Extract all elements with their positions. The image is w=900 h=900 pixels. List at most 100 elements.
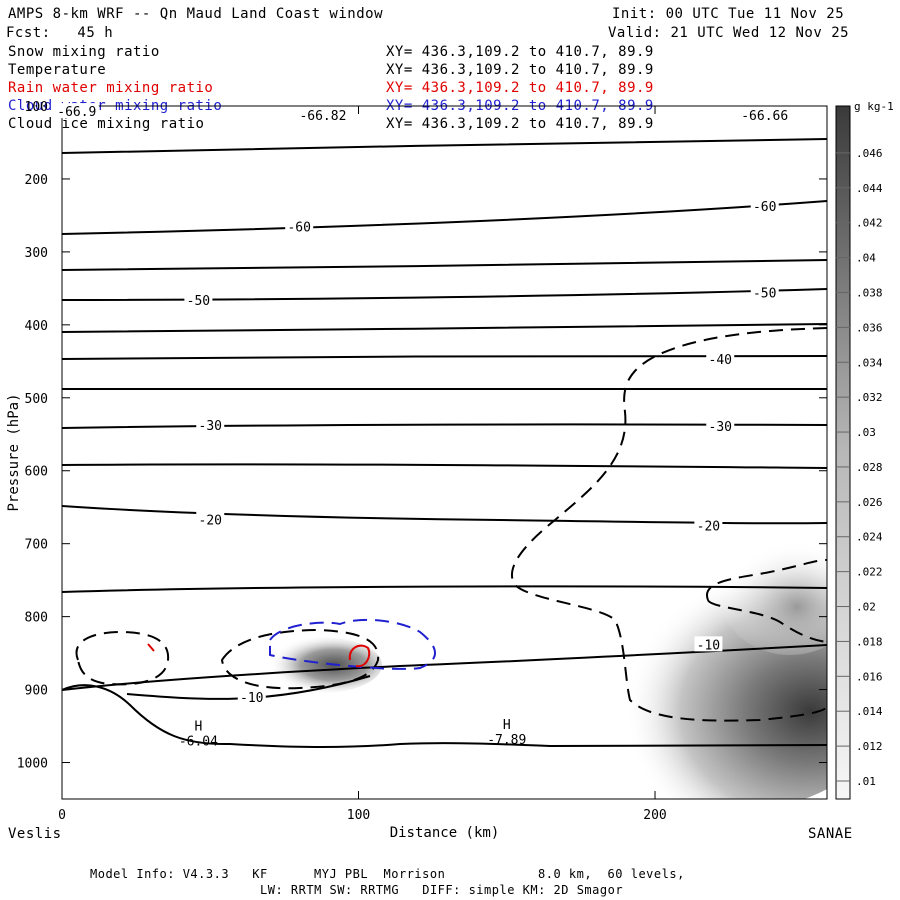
contour-label: -60 bbox=[753, 200, 776, 215]
colorbar-tick-label: .038 bbox=[856, 286, 883, 299]
contour-label-bg bbox=[196, 416, 225, 432]
colorbar-tick-label: .02 bbox=[856, 601, 876, 614]
contour-label: -10 bbox=[697, 638, 720, 653]
legend-field-name: Cloud ice mixing ratio bbox=[8, 116, 205, 132]
y-tick-label: 100 bbox=[25, 100, 48, 115]
contour-label: -40 bbox=[709, 353, 732, 368]
colorbar-tick-label: .026 bbox=[856, 496, 883, 509]
contour-label: -20 bbox=[697, 519, 720, 534]
colorbar-tick-label: .022 bbox=[856, 566, 883, 579]
colorbar-tick-label: .01 bbox=[856, 775, 876, 788]
colorbar-tick-label: .016 bbox=[856, 670, 883, 683]
y-tick-label: 300 bbox=[25, 246, 48, 261]
isotherm bbox=[62, 288, 827, 301]
high-marker: H bbox=[194, 720, 202, 735]
contour-label: -10 bbox=[240, 691, 263, 706]
legend-field-name: Snow mixing ratio bbox=[8, 44, 160, 60]
high-value: -7.89 bbox=[487, 733, 526, 748]
contour-label: -66.82 bbox=[299, 109, 346, 124]
isotherm bbox=[62, 585, 827, 593]
contour-label: -50 bbox=[753, 287, 776, 302]
y-tick-label: 900 bbox=[25, 684, 48, 699]
isotherm bbox=[62, 505, 827, 525]
contour-label: -66.66 bbox=[741, 109, 788, 124]
legend-field-coords: XY= 436.3,109.2 to 410.7, 89.9 bbox=[386, 116, 654, 132]
colorbar-tick-label: .018 bbox=[856, 635, 883, 648]
contour-label-bg bbox=[285, 218, 314, 234]
cloud-water-contour bbox=[269, 618, 436, 670]
contour-label-bg bbox=[184, 292, 213, 308]
legend-field-name: Temperature bbox=[8, 62, 107, 78]
contour-label: -50 bbox=[187, 294, 210, 309]
y-axis-label: Pressure (hPa) bbox=[6, 393, 22, 511]
colorbar-tick-label: .036 bbox=[856, 321, 883, 334]
colorbar-tick-label: .028 bbox=[856, 461, 883, 474]
isotherm bbox=[62, 323, 827, 333]
colorbar-tick-label: .012 bbox=[856, 740, 883, 753]
forecast-hour: Fcst: 45 h bbox=[6, 25, 114, 41]
snow-mixing-ratio-shading bbox=[262, 535, 827, 799]
colorbar-tick-label: .024 bbox=[856, 531, 883, 544]
y-tick-label: 600 bbox=[25, 465, 48, 480]
start-point-label: Veslis bbox=[8, 826, 62, 842]
x-tick-label: 200 bbox=[643, 808, 666, 823]
init-time: Init: 00 UTC Tue 11 Nov 25 bbox=[612, 6, 845, 22]
contour-label: -66.9 bbox=[57, 105, 96, 120]
x-axis-label: Distance (km) bbox=[390, 825, 500, 841]
colorbar-tick-label: .044 bbox=[856, 182, 883, 195]
contour-label-bg bbox=[54, 103, 99, 119]
isotherm bbox=[62, 259, 827, 271]
x-tick-label: 0 bbox=[58, 808, 66, 823]
contour-label-bg bbox=[750, 284, 779, 300]
colorbar bbox=[835, 105, 851, 800]
legend-field-coords: XY= 436.3,109.2 to 410.7, 89.9 bbox=[386, 62, 654, 78]
x-tick-label: 100 bbox=[347, 808, 370, 823]
colorbar-tick-label: .014 bbox=[856, 705, 883, 718]
colorbar-tick-label: .04 bbox=[856, 252, 876, 265]
colorbar-tick-label: .046 bbox=[856, 147, 883, 160]
model-info-line: Model Info: V4.3.3 KF MYJ PBL Morrison 8… bbox=[90, 867, 685, 881]
end-point-label: SANAE bbox=[808, 826, 853, 842]
contour-label-bg bbox=[750, 197, 779, 213]
y-tick-label: 1000 bbox=[17, 757, 48, 772]
legend-field-coords: XY= 436.3,109.2 to 410.7, 89.9 bbox=[386, 80, 654, 96]
legend-field-name: Rain water mixing ratio bbox=[8, 80, 214, 96]
y-tick-label: 500 bbox=[25, 392, 48, 407]
isotherm bbox=[62, 138, 827, 154]
high-value: -6.04 bbox=[179, 735, 218, 750]
contour-label: -30 bbox=[709, 420, 732, 435]
y-tick-label: 700 bbox=[25, 538, 48, 553]
contour-label-bg bbox=[706, 351, 735, 367]
contour-label-bg bbox=[694, 636, 723, 652]
cloud-ice-contours bbox=[75, 327, 827, 722]
high-marker: H bbox=[503, 718, 511, 733]
contour-label-bg bbox=[706, 418, 735, 434]
colorbar-tick-label: .03 bbox=[856, 426, 876, 439]
isotherm bbox=[62, 644, 827, 691]
isotherm bbox=[62, 463, 827, 469]
legend-field-coords: XY= 436.3,109.2 to 410.7, 89.9 bbox=[386, 44, 654, 60]
y-tick-label: 400 bbox=[25, 319, 48, 334]
rain-water-contours bbox=[147, 643, 371, 668]
contour-label: -20 bbox=[199, 514, 222, 529]
colorbar-tick-label: .042 bbox=[856, 217, 883, 230]
physics-info-line: LW: RRTM SW: RRTMG DIFF: simple KM: 2D S… bbox=[260, 883, 624, 897]
colorbar-tick-label: .034 bbox=[856, 356, 883, 369]
contour-label-bg bbox=[237, 688, 266, 704]
y-tick-label: 200 bbox=[25, 173, 48, 188]
contour-label: -60 bbox=[287, 220, 310, 235]
chart-title: AMPS 8-km WRF -- Qn Maud Land Coast wind… bbox=[8, 6, 384, 22]
contour-label-bg bbox=[738, 106, 791, 122]
plot-frame bbox=[61, 105, 828, 800]
contour-label-bg bbox=[296, 106, 349, 122]
contour-label: -30 bbox=[199, 419, 222, 434]
contour-label-bg bbox=[694, 517, 723, 533]
contour-label-bg bbox=[196, 511, 225, 527]
colorbar-units: g kg-1 bbox=[854, 100, 894, 113]
isotherm bbox=[62, 684, 827, 748]
colorbar-tick-label: .032 bbox=[856, 391, 883, 404]
valid-time: Valid: 21 UTC Wed 12 Nov 25 bbox=[608, 25, 850, 41]
y-tick-label: 800 bbox=[25, 611, 48, 626]
isotherm bbox=[62, 200, 827, 235]
